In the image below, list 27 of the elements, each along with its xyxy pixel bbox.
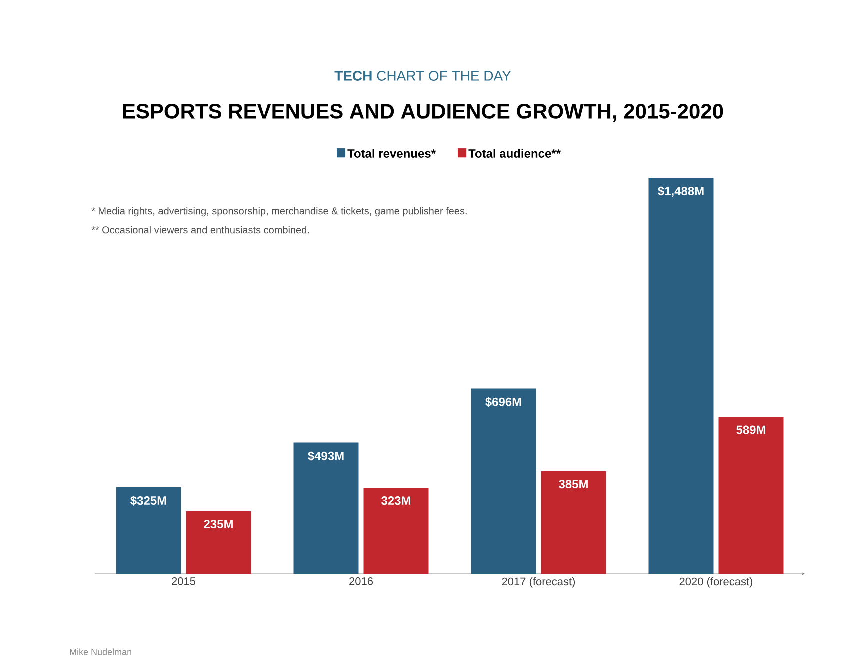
text: Mike Nudelman: [70, 648, 132, 656]
chart-title: ESPORTS REVENUES AND AUDIENCE GROWTH, 2015-2020: [123, 104, 724, 122]
x-tick-label: 2016: [350, 578, 373, 586]
data-label: 235M: [204, 520, 233, 528]
data-label: $696M: [486, 397, 522, 408]
bar: [541, 472, 606, 574]
annotation: * Media rights, advertising, sponsorship, merchandise & tickets, game publisher fees.: [92, 207, 467, 217]
data-label: 589M: [736, 426, 766, 434]
bar: [471, 388, 536, 574]
data-label: $493M: [308, 451, 344, 462]
data-label: $325M: [130, 496, 166, 506]
data-label: 323M: [382, 496, 410, 506]
bar: [116, 487, 182, 574]
annotation: ** Occasional viewers and enthusiasts combined.: [92, 226, 310, 234]
bar: [294, 442, 359, 574]
bar: [718, 417, 784, 574]
data-label: 385M: [559, 480, 588, 489]
chart-subtitle: TECH CHART OF THE DAY: [334, 71, 512, 81]
bar: [186, 511, 252, 574]
data-label: $1,488M: [658, 186, 704, 198]
x-tick-label: 2015: [172, 578, 196, 586]
x-tick-label: 2020 (forecast): [680, 578, 753, 588]
legend-label: Total revenues*: [348, 149, 436, 158]
legend-label: Total audience**: [468, 149, 561, 158]
bar: [364, 488, 429, 574]
x-tick-label: 2017 (forecast): [502, 578, 576, 588]
bar: [648, 178, 714, 574]
